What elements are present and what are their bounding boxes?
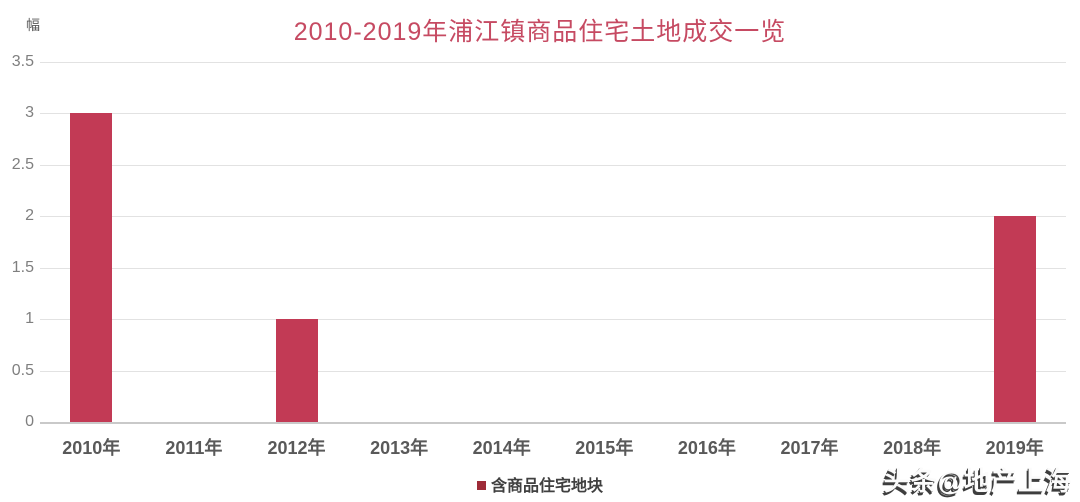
x-tick-label: 2019年: [985, 438, 1044, 458]
x-tick-label: 2013年: [370, 438, 429, 458]
watermark: 头条@地产上海: [883, 466, 1072, 496]
plot-area: [40, 62, 1066, 424]
x-axis: 2010年 2011年 2012年 2013年 2014年 2015年 2016年 2017年…: [40, 430, 1066, 460]
y-tick-label: 3.5: [11, 53, 34, 70]
legend-swatch-icon: [476, 481, 486, 490]
y-tick-label: 0: [25, 413, 34, 430]
legend-label: 含商品住宅地块: [490, 478, 603, 495]
x-tick-label: 2012年: [267, 438, 326, 458]
gridline: [40, 113, 1066, 115]
gridline: [40, 216, 1066, 218]
gridline: [40, 267, 1066, 269]
legend: 含商品住宅地块: [0, 478, 1080, 496]
y-tick-label: 2: [25, 207, 34, 225]
bar-2012年: [275, 319, 318, 422]
bar-2010年: [70, 113, 113, 422]
y-axis-unit-label: 幅: [26, 17, 40, 33]
x-tick-label: 2011年: [165, 438, 223, 458]
y-tick-label: 3: [25, 104, 34, 122]
x-tick-label: 2014年: [472, 438, 531, 458]
gridline: [40, 370, 1066, 372]
x-tick-label: 2015年: [575, 438, 634, 458]
x-tick-label: 2016年: [677, 438, 736, 458]
y-tick-label: 2.5: [11, 155, 34, 173]
x-tick-label: 2017年: [780, 438, 839, 458]
x-tick-label: 2018年: [883, 438, 942, 458]
bar-2019年: [993, 216, 1036, 422]
y-axis: 3.5 3 2.5 2 1.5 1 0.5 0: [0, 53, 34, 430]
y-tick-label: 1: [25, 310, 34, 328]
y-tick-label: 0.5: [11, 361, 34, 379]
x-tick-label: 2010年: [62, 438, 121, 458]
chart-title: 2010-2019年浦江镇商品住宅土地成交一览: [293, 18, 787, 46]
gridline: [40, 62, 1066, 63]
gridline: [40, 164, 1066, 166]
y-tick-label: 1.5: [11, 258, 34, 276]
gridline: [40, 319, 1066, 321]
